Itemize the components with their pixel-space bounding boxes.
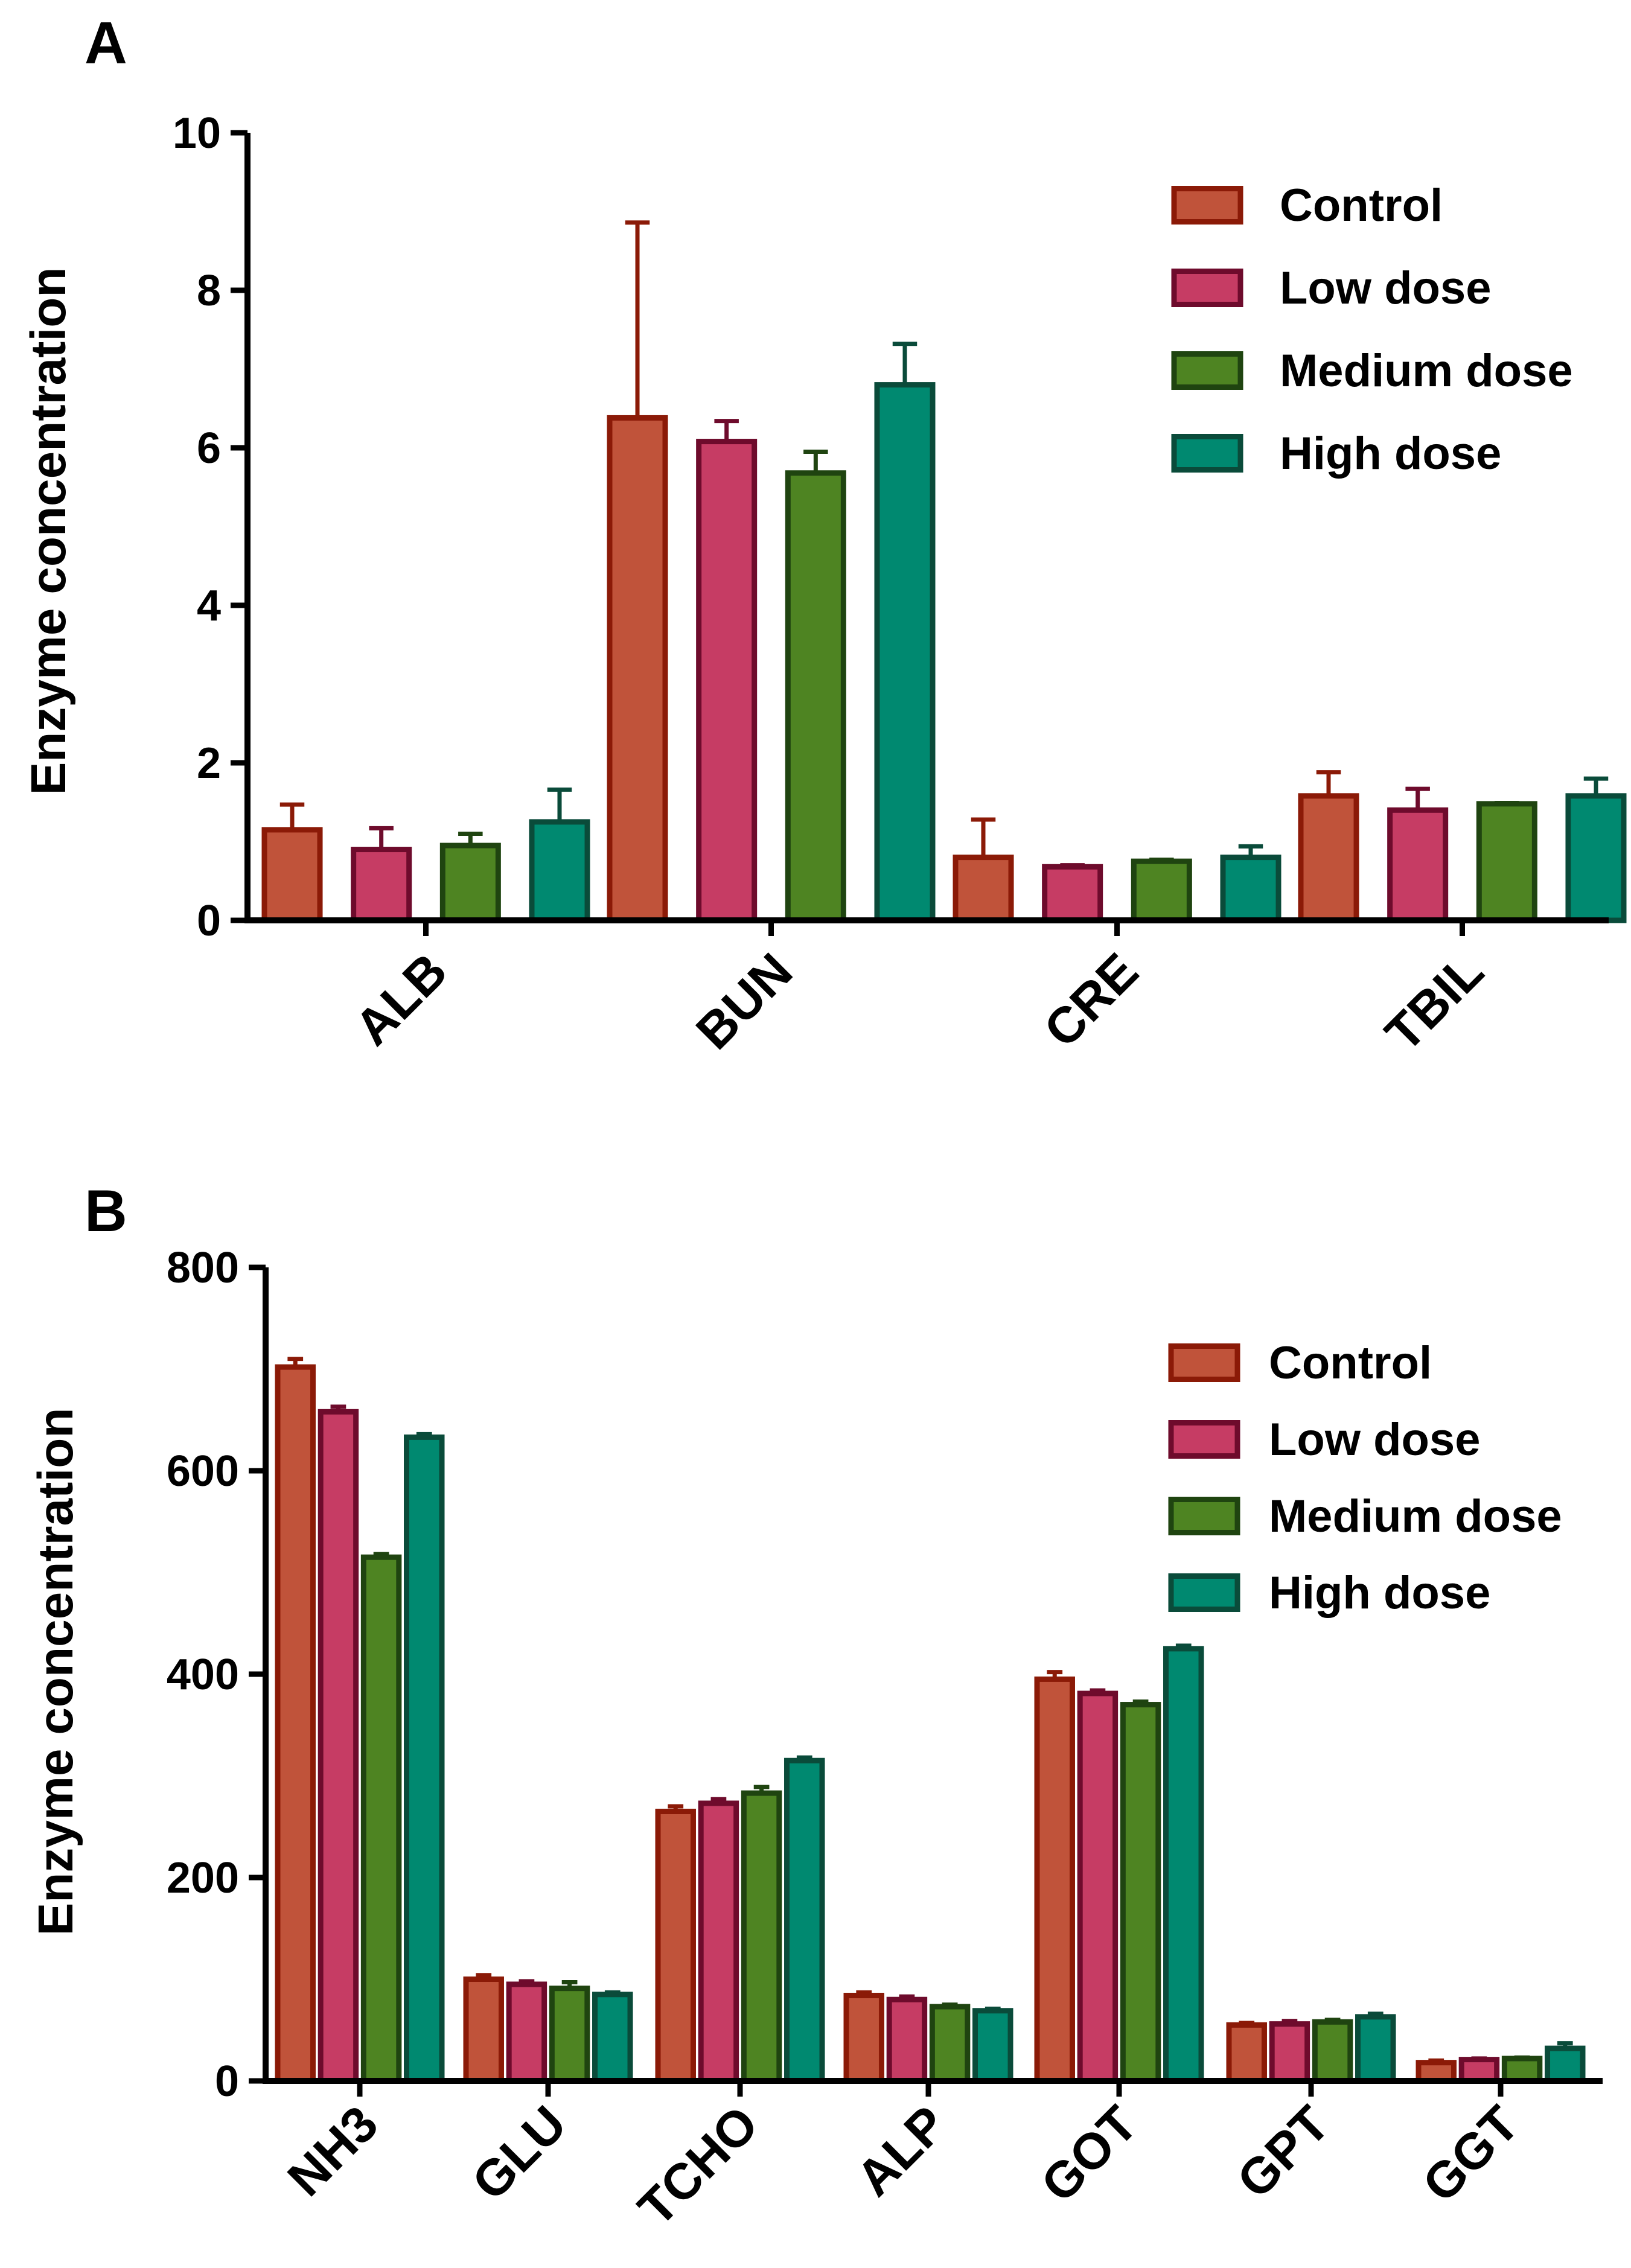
bar-medium-dose-bun [785, 470, 846, 923]
legend-swatch-control [1168, 1343, 1240, 1382]
bar-high-dose-got [1163, 1646, 1204, 2084]
legend-item-low-dose: Low dose [1171, 263, 1491, 314]
bar-medium-dose-ggt [1501, 2056, 1543, 2084]
bar-high-dose-nh3 [404, 1434, 445, 2084]
bar-high-dose-cre [1220, 855, 1282, 923]
legend-swatch-high-dose [1168, 1573, 1240, 1612]
legend-item-control: Control [1171, 180, 1443, 231]
bar-low-dose-bun [696, 439, 758, 923]
legend-item-medium-dose: Medium dose [1171, 345, 1573, 397]
legend-item-medium-dose: Medium dose [1168, 1491, 1562, 1542]
y-tick-label-6: 6 [197, 424, 221, 473]
bar-high-dose-gpt [1355, 2014, 1396, 2084]
bar-high-dose-bun [874, 382, 936, 923]
legend-label-low-dose: Low dose [1269, 1414, 1480, 1465]
bar-high-dose-glu [592, 1992, 633, 2084]
bar-control-got [1034, 1676, 1075, 2084]
legend-swatch-control [1171, 186, 1243, 225]
bar-control-alb [261, 827, 323, 923]
y-tick-label-400: 400 [167, 1651, 239, 1699]
error-bar-control-cre [971, 817, 996, 858]
bar-control-cre [953, 855, 1014, 923]
y-tick-label-0: 0 [197, 897, 221, 945]
legend-label-high-dose: High dose [1280, 428, 1501, 479]
bar-control-alp [843, 1992, 884, 2084]
bar-control-gpt [1226, 2022, 1267, 2084]
panel-a-legend: Control Low dose Medium dose High dose [1171, 180, 1573, 479]
error-bar-control-alb [279, 802, 305, 830]
panel-a-bars [261, 220, 1627, 923]
legend-swatch-medium-dose [1168, 1497, 1240, 1535]
bar-high-dose-alb [529, 819, 590, 923]
legend-item-control: Control [1168, 1337, 1432, 1389]
bar-low-dose-ggt [1458, 2057, 1500, 2084]
bar-low-dose-gpt [1269, 2021, 1310, 2084]
legend-item-high-dose: High dose [1171, 428, 1501, 479]
bar-low-dose-got [1077, 1690, 1119, 2084]
error-bar-low-dose-bun [714, 419, 739, 442]
bar-low-dose-glu [506, 1981, 547, 2084]
bar-medium-dose-alb [439, 843, 501, 923]
bar-low-dose-tbil [1387, 807, 1449, 923]
bar-low-dose-cre [1042, 864, 1103, 923]
bar-high-dose-tbil [1565, 793, 1627, 923]
legend-item-low-dose: Low dose [1168, 1414, 1480, 1465]
legend-label-control: Control [1269, 1337, 1432, 1389]
error-bar-high-dose-tbil [1583, 776, 1609, 796]
y-tick-label-0: 0 [215, 2057, 239, 2106]
bar-low-dose-alp [886, 1996, 928, 2084]
legend-label-control: Control [1280, 180, 1443, 231]
panel-b-y-axis-title: Enzyme concentration [28, 1408, 83, 1936]
y-tick-label-2: 2 [197, 739, 221, 788]
bar-low-dose-tcho [698, 1800, 739, 2084]
bar-medium-dose-got [1120, 1702, 1161, 2084]
error-bar-high-dose-bun [892, 342, 918, 385]
legend-swatch-medium-dose [1171, 351, 1243, 390]
y-tick-label-10: 10 [173, 109, 221, 158]
panel-b-legend: Control Low dose Medium dose High dose [1168, 1337, 1562, 1619]
bar-control-tbil [1298, 793, 1359, 923]
bar-control-tcho [655, 1808, 696, 2084]
y-tick-label-800: 800 [167, 1244, 239, 1292]
panel-b-bars [275, 1357, 1586, 2084]
bar-medium-dose-nh3 [360, 1554, 402, 2084]
panel-b-letter: B [85, 1177, 127, 1244]
legend-swatch-low-dose [1168, 1420, 1240, 1459]
bar-high-dose-tcho [784, 1757, 825, 2084]
legend-swatch-high-dose [1171, 434, 1243, 473]
legend-label-high-dose: High dose [1269, 1567, 1490, 1619]
bar-medium-dose-gpt [1312, 2019, 1353, 2084]
bar-high-dose-ggt [1545, 2045, 1586, 2084]
error-bar-low-dose-tbil [1405, 786, 1430, 811]
bar-medium-dose-alp [929, 2004, 971, 2084]
bar-low-dose-alb [351, 847, 412, 923]
error-bar-control-tbil [1316, 770, 1341, 796]
error-bar-low-dose-alb [369, 826, 394, 850]
legend-swatch-low-dose [1171, 269, 1243, 307]
panel-a-y-axis-title: Enzyme concentration [21, 267, 76, 795]
bar-control-nh3 [275, 1364, 316, 2084]
y-tick-label-8: 8 [197, 267, 221, 315]
panel-a-letter: A [85, 10, 127, 76]
error-bar-medium-dose-bun [803, 450, 828, 473]
bar-high-dose-alp [972, 2008, 1013, 2084]
bar-medium-dose-cre [1131, 858, 1192, 923]
bar-control-glu [463, 1977, 504, 2084]
bar-low-dose-nh3 [318, 1409, 359, 2084]
y-tick-label-600: 600 [167, 1447, 239, 1496]
bar-medium-dose-tbil [1476, 801, 1537, 923]
legend-label-medium-dose: Medium dose [1269, 1491, 1562, 1542]
error-bar-control-bun [625, 220, 650, 418]
bar-medium-dose-glu [549, 1986, 590, 2084]
legend-item-high-dose: High dose [1168, 1567, 1490, 1619]
legend-label-low-dose: Low dose [1280, 263, 1491, 314]
legend-label-medium-dose: Medium dose [1280, 345, 1573, 397]
bar-control-bun [607, 415, 668, 923]
y-tick-label-200: 200 [167, 1854, 239, 1902]
bar-medium-dose-tcho [741, 1790, 782, 2084]
error-bar-high-dose-alb [547, 787, 572, 822]
y-tick-label-4: 4 [197, 582, 221, 630]
